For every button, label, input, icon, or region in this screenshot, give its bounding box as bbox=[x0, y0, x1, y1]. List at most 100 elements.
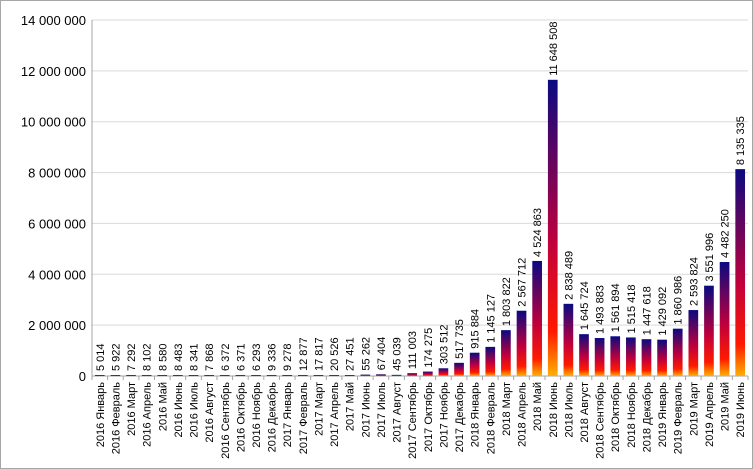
x-tick-label: 2016 Май bbox=[157, 382, 169, 431]
bar bbox=[204, 375, 214, 376]
y-tick-label: 0 bbox=[79, 369, 86, 384]
y-tick-label: 2 000 000 bbox=[28, 318, 86, 333]
bar bbox=[516, 310, 527, 376]
x-tick-label: 2017 Октябрь bbox=[423, 382, 435, 452]
data-label: 20 526 bbox=[329, 337, 341, 371]
bar bbox=[376, 374, 386, 376]
x-tick-label: 2018 Сентябрь bbox=[595, 382, 607, 459]
x-tick-label: 2017 Январь bbox=[282, 382, 294, 448]
y-tick-label: 6 000 000 bbox=[28, 216, 86, 231]
x-tick-label: 2016 Октябрь bbox=[235, 382, 247, 452]
data-label: 2 838 489 bbox=[563, 251, 575, 300]
x-tick-label: 2017 Февраль bbox=[298, 382, 310, 455]
data-label: 67 404 bbox=[376, 337, 388, 371]
x-tick-label: 2018 Май bbox=[532, 382, 544, 431]
x-tick-label: 2016 Июнь bbox=[173, 382, 185, 438]
y-tick-label: 4 000 000 bbox=[28, 267, 86, 282]
data-label: 8 483 bbox=[173, 343, 185, 371]
bar bbox=[313, 375, 324, 376]
bar bbox=[594, 338, 605, 376]
data-label: 9 336 bbox=[267, 343, 279, 371]
data-label: 1 645 724 bbox=[579, 281, 591, 330]
x-tick-label: 2018 Октябрь bbox=[610, 382, 622, 452]
bar bbox=[391, 374, 402, 376]
data-label: 4 524 863 bbox=[532, 208, 544, 257]
x-tick-label: 2017 Август bbox=[392, 382, 404, 443]
data-label: 11 648 508 bbox=[548, 22, 560, 76]
data-label: 1 515 418 bbox=[626, 285, 638, 334]
data-label: 7 868 bbox=[204, 343, 216, 371]
data-label: 4 482 250 bbox=[720, 209, 732, 258]
data-label: 303 512 bbox=[438, 325, 450, 365]
bar bbox=[563, 303, 574, 376]
bar bbox=[251, 375, 261, 376]
bar bbox=[298, 375, 308, 376]
bar bbox=[344, 375, 355, 376]
data-label: 915 884 bbox=[470, 309, 482, 349]
bar bbox=[719, 262, 730, 376]
x-tick-label: 2016 Июль bbox=[189, 382, 201, 438]
bar bbox=[735, 169, 746, 376]
data-label: 111 003 bbox=[407, 331, 419, 369]
bar bbox=[407, 373, 418, 376]
bar bbox=[173, 375, 183, 376]
bar bbox=[454, 362, 464, 376]
data-label: 55 262 bbox=[360, 337, 372, 371]
data-label: 8 580 bbox=[157, 343, 169, 371]
y-tick-label: 10 000 000 bbox=[21, 115, 86, 130]
data-label: 8 341 bbox=[189, 343, 201, 371]
data-label: 1 860 986 bbox=[673, 276, 685, 325]
x-tick-label: 2018 Ноябрь bbox=[626, 382, 638, 448]
x-tick-label: 2018 Март bbox=[501, 382, 513, 436]
y-tick-label: 14 000 000 bbox=[21, 13, 86, 28]
y-tick-label: 12 000 000 bbox=[21, 64, 86, 79]
x-tick-label: 2016 Март bbox=[126, 382, 138, 436]
bar bbox=[641, 339, 652, 376]
x-tick-label: 2018 Февраль bbox=[485, 382, 497, 455]
x-tick-label: 2019 Май bbox=[720, 382, 732, 431]
data-label: 1 561 894 bbox=[610, 283, 622, 332]
data-label: 8 102 bbox=[142, 343, 154, 371]
bar bbox=[547, 79, 558, 377]
data-label: 6 371 bbox=[235, 343, 247, 371]
x-tick-label: 2017 Март bbox=[313, 382, 325, 436]
data-label: 27 451 bbox=[345, 337, 357, 371]
bar bbox=[329, 375, 339, 376]
x-tick-label: 2017 Сентябрь bbox=[407, 382, 419, 459]
bar bbox=[188, 375, 199, 376]
bar bbox=[688, 310, 699, 376]
x-tick-label: 2016 Декабрь bbox=[267, 382, 279, 453]
bar bbox=[110, 375, 121, 376]
bar bbox=[235, 375, 246, 376]
data-label: 517 735 bbox=[454, 319, 466, 359]
data-label: 6 372 bbox=[220, 343, 232, 371]
bar bbox=[579, 334, 589, 376]
x-tick-label: 2018 Июль bbox=[563, 382, 575, 438]
x-tick-label: 2018 Апрель bbox=[517, 382, 529, 447]
bar bbox=[501, 330, 511, 376]
x-tick-label: 2019 Февраль bbox=[673, 382, 685, 455]
x-tick-label: 2018 Декабрь bbox=[641, 382, 653, 453]
bar bbox=[94, 375, 105, 376]
data-label: 1 493 883 bbox=[595, 285, 607, 334]
x-tick-label: 2016 Январь bbox=[95, 382, 107, 448]
x-tick-label: 2018 Июнь bbox=[548, 382, 560, 438]
x-tick-label: 2019 Январь bbox=[657, 382, 669, 448]
data-label: 9 278 bbox=[282, 343, 294, 371]
bar bbox=[360, 374, 371, 376]
bar bbox=[657, 339, 667, 376]
bar bbox=[704, 285, 714, 376]
data-label: 2 567 712 bbox=[517, 258, 529, 307]
x-tick-label: 2017 Ноябрь bbox=[438, 382, 450, 448]
bar bbox=[422, 371, 433, 376]
data-label: 5 014 bbox=[95, 343, 107, 371]
plot-area: 0 2 000 000 4 000 000 6 000 000 8 000 000 10 … bbox=[21, 13, 749, 459]
data-label: 6 293 bbox=[251, 343, 263, 371]
x-tick-label: 2016 Сентябрь bbox=[220, 382, 232, 459]
x-tick-label: 2016 Ноябрь bbox=[251, 382, 263, 448]
x-tick-label: 2017 Апрель bbox=[329, 382, 341, 447]
data-label: 45 039 bbox=[392, 337, 404, 371]
bar bbox=[610, 336, 621, 376]
x-tick-label: 2019 Март bbox=[688, 382, 700, 436]
